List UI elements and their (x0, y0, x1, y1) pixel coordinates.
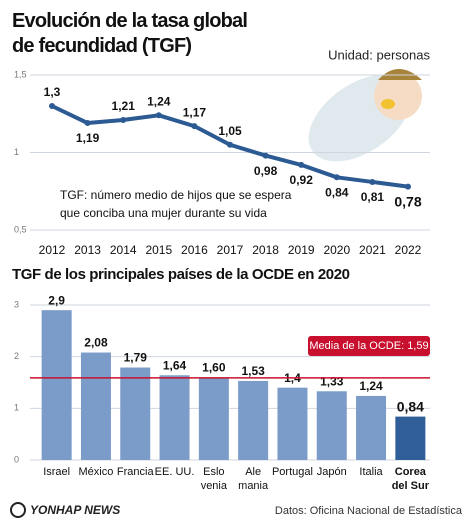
reference-label-box (308, 336, 430, 356)
y-tick-label: 2 (14, 351, 19, 361)
bar (120, 367, 151, 460)
x-tick-label: EE. UU. (155, 466, 195, 478)
x-tick-label: 2022 (395, 243, 422, 257)
value-label: 1,64 (163, 358, 187, 372)
x-tick-label: Italia (359, 466, 383, 478)
x-tick-label: 2016 (181, 243, 208, 257)
value-label: 0,84 (325, 185, 349, 199)
value-label: 1,60 (202, 361, 226, 375)
bar (80, 352, 111, 460)
bar (356, 395, 387, 460)
value-label: 1,19 (76, 131, 100, 145)
x-tick-label: 2018 (252, 243, 279, 257)
x-tick-label: 2015 (145, 243, 172, 257)
line-chart-title: Evolución de la tasa global de fecundidad… (12, 10, 247, 57)
point (262, 152, 269, 159)
value-label: 1,24 (359, 379, 383, 393)
x-tick-label: Portugal (272, 466, 313, 478)
value-label: 1,53 (241, 364, 265, 378)
bar (41, 310, 72, 460)
bar (277, 387, 308, 460)
value-label: 0,92 (290, 173, 314, 187)
value-label: 0,84 (397, 398, 424, 414)
y-tick-label: 1 (14, 147, 19, 157)
y-tick-label: 3 (14, 299, 19, 309)
x-tick-label: Francia (117, 466, 155, 478)
bar (238, 380, 269, 460)
logo: YONHAP NEWS (10, 502, 120, 518)
value-label: 0,78 (394, 193, 421, 209)
bar (159, 375, 190, 460)
y-tick-label: 0 (14, 454, 19, 464)
point (227, 141, 233, 148)
baby-illustration (308, 69, 422, 162)
x-tick-label: 2019 (288, 243, 315, 257)
value-label: 1,05 (218, 124, 242, 138)
y-tick-label: 1 (14, 403, 19, 413)
value-label: 1,17 (183, 105, 207, 119)
bar (198, 377, 229, 460)
point (84, 120, 91, 127)
x-tick-label: Eslo venia (201, 466, 228, 492)
x-tick-label: México (79, 466, 114, 478)
x-tick-label: 2013 (74, 243, 101, 257)
x-tick-label: 2017 (217, 243, 244, 257)
x-tick-label: 2020 (323, 243, 350, 257)
x-tick-label: 2012 (39, 243, 66, 257)
value-label: 1,21 (112, 99, 136, 113)
point (298, 161, 305, 168)
point (333, 174, 340, 181)
value-label: 1,79 (124, 351, 148, 365)
value-label: 1,24 (147, 94, 171, 108)
x-tick-label: 2021 (359, 243, 386, 257)
point (191, 123, 198, 130)
reference-label: Media de la OCDE: 1,59 (309, 340, 428, 352)
x-tick-label: 2014 (110, 243, 137, 257)
point (49, 103, 55, 109)
logo-text: YONHAP NEWS (30, 503, 120, 517)
value-label: 0,81 (361, 190, 385, 204)
point (369, 178, 376, 185)
bar (316, 391, 347, 460)
y-tick-label: 1,5 (14, 69, 27, 79)
value-label: 2,08 (84, 336, 108, 350)
value-label: 1,33 (320, 374, 344, 388)
x-tick-label: Ale mania (238, 466, 269, 492)
bar-chart-title: TGF de los principales países de la OCDE… (12, 266, 350, 283)
point (120, 116, 127, 123)
x-tick-label: Japón (317, 466, 347, 478)
value-label: 1,3 (44, 85, 61, 99)
x-tick-label: Israel (43, 466, 70, 478)
value-label: 2,9 (48, 293, 65, 307)
source: Datos: Oficina Nacional de Estadística (275, 505, 463, 517)
point (155, 112, 162, 119)
y-tick-label: 0,5 (14, 224, 27, 234)
annotation: TGF: número medio de hijos que se espera… (60, 188, 292, 220)
point (405, 183, 411, 190)
unit-label: Unidad: personas (328, 47, 430, 62)
x-tick-label: Corea del Sur (392, 466, 430, 492)
value-label: 0,98 (254, 164, 278, 178)
bar (395, 416, 426, 460)
